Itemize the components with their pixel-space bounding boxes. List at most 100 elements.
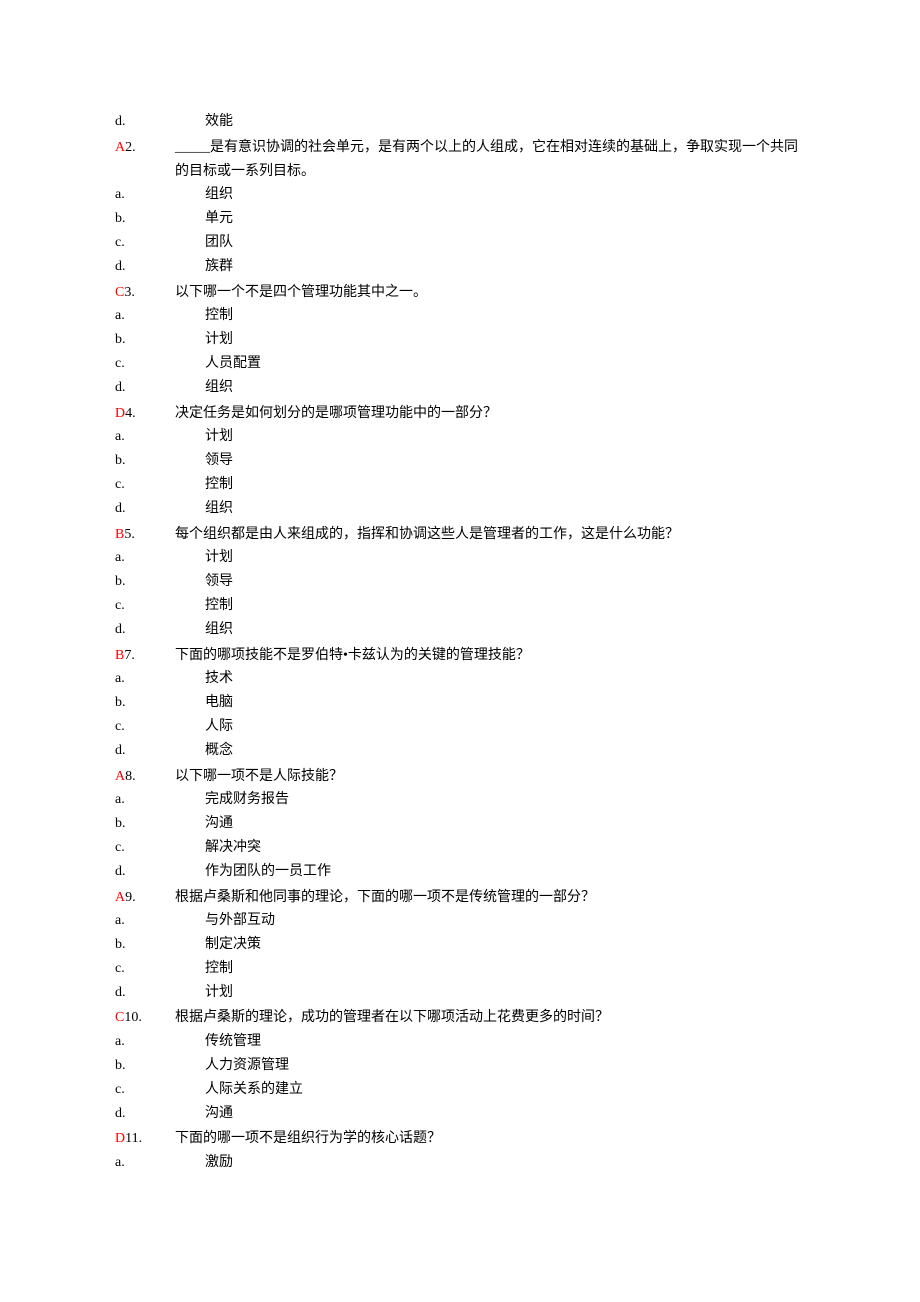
question-number: 3.	[124, 285, 135, 300]
option-letter: c.	[115, 356, 125, 371]
option-prefix: c.	[115, 715, 205, 739]
option-prefix: c.	[115, 836, 205, 860]
option-prefix: b.	[115, 933, 205, 957]
option-letter: d.	[115, 114, 126, 129]
option-letter: c.	[115, 719, 125, 734]
option-prefix: d.	[115, 376, 205, 400]
option-text: 解决冲突	[205, 836, 805, 860]
option-prefix: d.	[115, 110, 205, 134]
question-row: D11. 下面的哪一项不是组织行为学的核心话题？	[115, 1127, 805, 1151]
question-text: 根据卢桑斯的理论，成功的管理者在以下哪项活动上花费更多的时间？	[175, 1006, 805, 1030]
question-label: A9.	[115, 886, 175, 910]
option-row: d. 族群	[115, 255, 805, 279]
option-row: b.领导	[115, 449, 805, 473]
option-text: 组织	[205, 376, 805, 400]
question-text: 下面的哪一项不是组织行为学的核心话题？	[175, 1127, 805, 1151]
option-prefix: a.	[115, 1030, 205, 1054]
question-label: C10.	[115, 1006, 175, 1030]
option-text: 技术	[205, 667, 805, 691]
question-text: 决定任务是如何划分的是哪项管理功能中的一部分？	[175, 402, 805, 426]
option-prefix: c.	[115, 1078, 205, 1102]
option-text: 计划	[205, 328, 805, 352]
option-row: a.完成财务报告	[115, 788, 805, 812]
question-label: A2.	[115, 136, 175, 184]
question-number: 7.	[124, 648, 135, 663]
option-prefix: b.	[115, 570, 205, 594]
option-letter: a.	[115, 550, 125, 565]
option-text: 传统管理	[205, 1030, 805, 1054]
option-prefix: c.	[115, 473, 205, 497]
option-prefix: a.	[115, 425, 205, 449]
option-letter: b.	[115, 453, 126, 468]
option-row: a.传统管理	[115, 1030, 805, 1054]
option-row: b.人力资源管理	[115, 1054, 805, 1078]
option-letter: d.	[115, 622, 126, 637]
option-text: 完成财务报告	[205, 788, 805, 812]
question-number: 8.	[125, 769, 136, 784]
question-number: 4.	[125, 406, 136, 421]
option-prefix: c.	[115, 957, 205, 981]
option-letter: b.	[115, 211, 126, 226]
option-prefix: a.	[115, 667, 205, 691]
option-letter: c.	[115, 840, 125, 855]
option-row: c. 解决冲突	[115, 836, 805, 860]
option-text: 族群	[205, 255, 805, 279]
question-row: A2._____是有意识协调的社会单元，是有两个以上的人组成，它在相对连续的基础…	[115, 136, 805, 184]
option-letter: d.	[115, 1106, 126, 1121]
option-letter: b.	[115, 1058, 126, 1073]
option-letter: b.	[115, 937, 126, 952]
option-row: b.领导	[115, 570, 805, 594]
option-text: 控制	[205, 304, 805, 328]
option-text: 控制	[205, 473, 805, 497]
option-text: 单元	[205, 207, 805, 231]
option-row: a. 技术	[115, 667, 805, 691]
option-prefix: d.	[115, 255, 205, 279]
option-row: d.沟通	[115, 1102, 805, 1126]
option-text: 人际	[205, 715, 805, 739]
option-text: 人员配置	[205, 352, 805, 376]
option-row: d.计划	[115, 981, 805, 1005]
option-prefix: a.	[115, 1151, 205, 1175]
option-letter: d.	[115, 259, 126, 274]
option-text: 制定决策	[205, 933, 805, 957]
option-prefix: d.	[115, 618, 205, 642]
answer-letter: A	[115, 890, 125, 905]
option-letter: a.	[115, 671, 125, 686]
option-letter: c.	[115, 235, 125, 250]
option-row: a.控制	[115, 304, 805, 328]
question-row: C3.以下哪一个不是四个管理功能其中之一。	[115, 281, 805, 305]
answer-letter: C	[115, 1010, 124, 1025]
option-row: c.人际关系的建立	[115, 1078, 805, 1102]
answer-letter: B	[115, 527, 124, 542]
option-letter: c.	[115, 477, 125, 492]
document-page: d.效能A2._____是有意识协调的社会单元，是有两个以上的人组成，它在相对连…	[0, 0, 920, 1302]
option-text: 与外部互动	[205, 909, 805, 933]
option-text: 激励	[205, 1151, 805, 1175]
question-row: A8.以下哪一项不是人际技能？	[115, 765, 805, 789]
option-prefix: d.	[115, 1102, 205, 1126]
option-letter: c.	[115, 961, 125, 976]
option-row: c.团队	[115, 231, 805, 255]
option-text: 控制	[205, 957, 805, 981]
question-label: D4.	[115, 402, 175, 426]
question-label: A8.	[115, 765, 175, 789]
option-prefix: b.	[115, 207, 205, 231]
option-text: 组织	[205, 497, 805, 521]
question-row: A9.根据卢桑斯和他同事的理论，下面的哪一项不是传统管理的一部分？	[115, 886, 805, 910]
option-row: c. 人际	[115, 715, 805, 739]
option-text: 作为团队的一员工作	[205, 860, 805, 884]
answer-letter: D	[115, 1131, 125, 1146]
option-prefix: a.	[115, 183, 205, 207]
option-row: d.组织	[115, 376, 805, 400]
answer-letter: A	[115, 769, 125, 784]
option-row: a.组织	[115, 183, 805, 207]
option-prefix: d.	[115, 860, 205, 884]
option-text: 计划	[205, 546, 805, 570]
option-row: a.激励	[115, 1151, 805, 1175]
question-text: _____是有意识协调的社会单元，是有两个以上的人组成，它在相对连续的基础上，争…	[175, 136, 805, 184]
option-prefix: d.	[115, 497, 205, 521]
question-number: 11.	[125, 1131, 142, 1146]
option-row: c. 控制	[115, 473, 805, 497]
question-number: 5.	[124, 527, 135, 542]
option-letter: b.	[115, 816, 126, 831]
